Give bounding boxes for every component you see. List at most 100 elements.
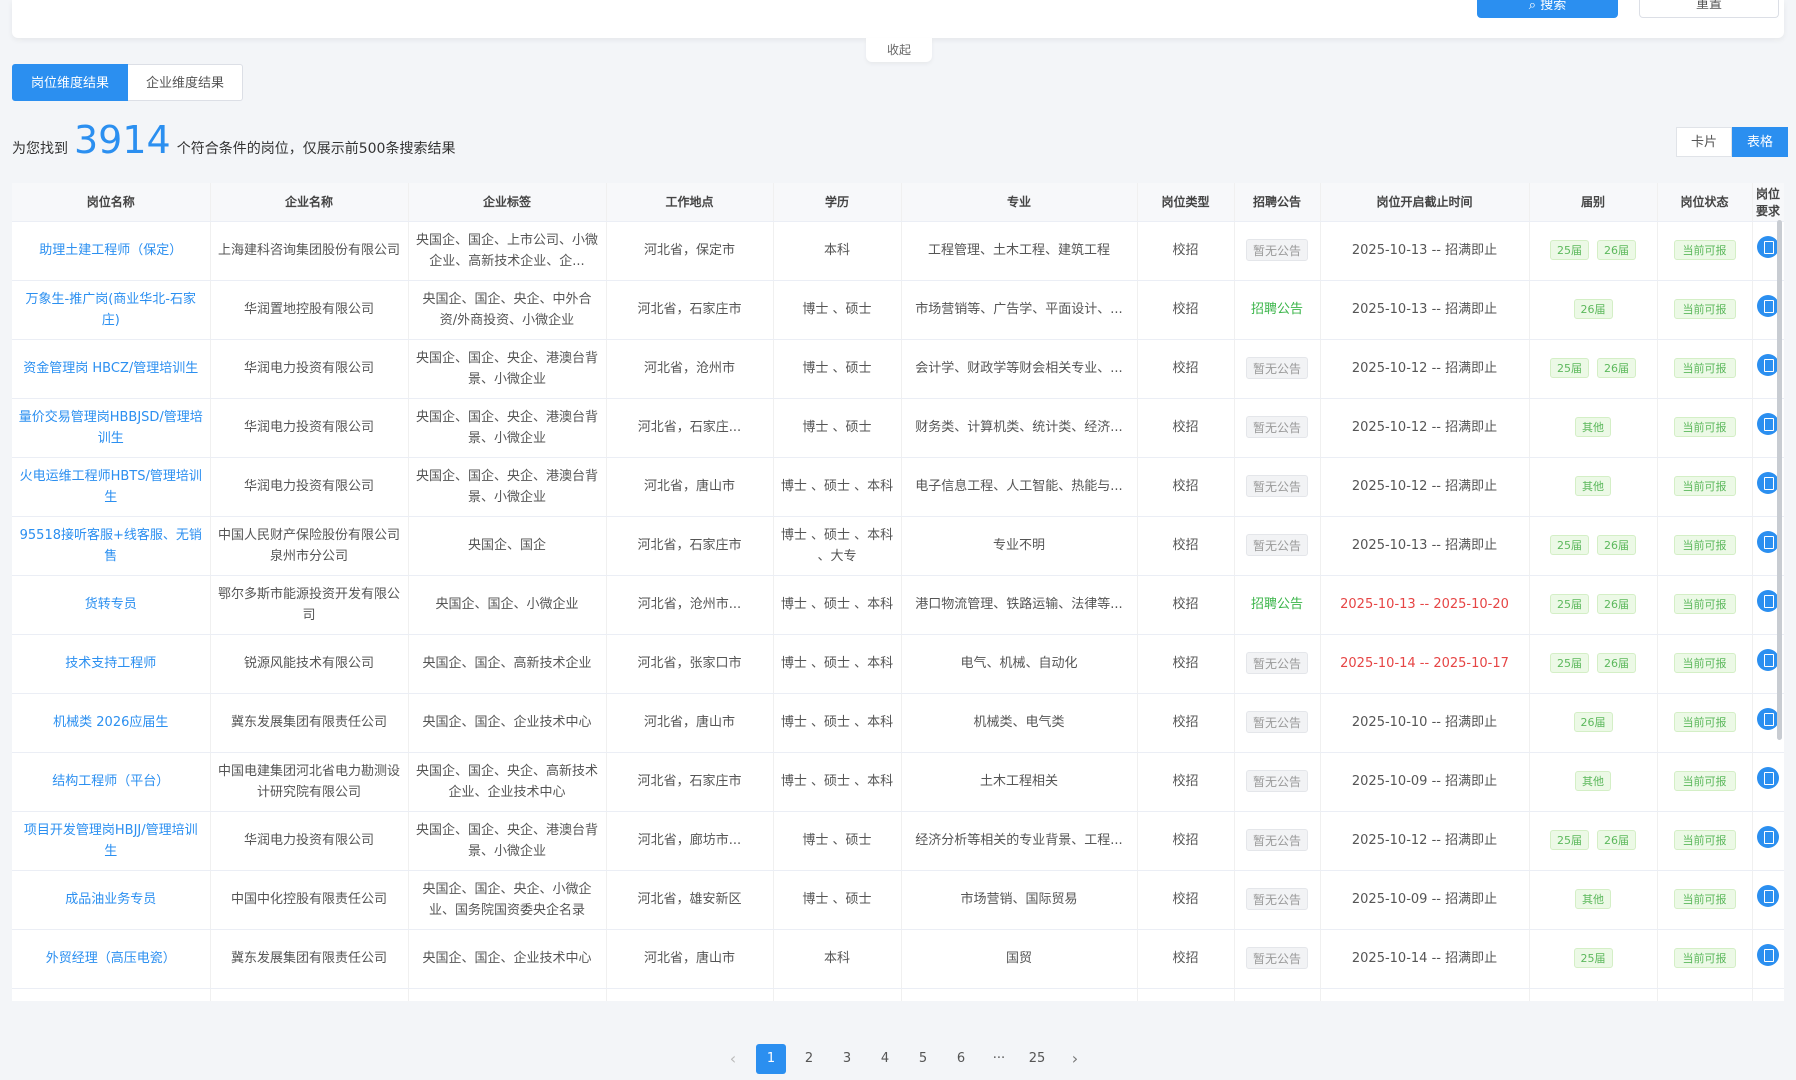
requirements-cell [1752,752,1784,812]
position-name-link-cell: 助理土建工程师（保定） [12,221,211,281]
table-row[interactable]: 量价交易管理岗HBBJSD/管理培训生 华润电力投资有限公司 央国企、国企、央企、港… [12,398,1784,458]
table-row[interactable]: 机械类 2026应届生 冀东发展集团有限责任公司 央国企、国企、企业技术中心 河北省，… [12,693,1784,753]
next-page-button[interactable]: › [1071,1049,1079,1068]
company-name-cell: 北京金隅集团股份有限公司 [210,988,409,1001]
collapse-button[interactable]: 收起 [866,38,932,62]
position-name-link[interactable]: 助理土建工程师（保定） [39,243,183,258]
company-tags: 央国企、国企 [467,538,546,553]
company-tags-cell: 央国企、国企、企业技术中心 [408,929,607,989]
tab-position-results[interactable]: 岗位维度结果 [12,64,129,101]
table-row[interactable]: 万象生-推广岗(商业华北-石家庄) 华润置地控股有限公司 央国企、国企、央企、中外合… [12,280,1784,340]
major: 财务类、计算机类、统计类、经济... [915,420,1123,435]
table-row[interactable]: 货转专员 鄂尔多斯市能源投资开发有限公司 央国企、国企、小微企业 河北省，沧州市...… [12,575,1784,635]
document-icon[interactable] [1757,590,1779,612]
table-row[interactable]: 助理土建工程师（保定） 上海建科咨询集团股份有限公司 央国企、国企、上市公司、小微企… [12,221,1784,281]
company-tags-cell: 央国企、国企、央企、港澳台背景、小微企业 [408,339,607,399]
deadline: 2025-10-13 -- 招满即止 [1351,302,1498,317]
status-badge: 当前可报 [1673,948,1736,968]
company-tags: 央国企、国企、企业技术中心 [422,715,592,730]
position-name-link[interactable]: 技术支持工程师 [65,656,157,671]
table-row[interactable]: 外贸经理（高压电瓷） 冀东发展集团有限责任公司 央国企、国企、企业技术中心 河北省，唐… [12,929,1784,989]
table-row[interactable]: 火电运维工程师HBTS/管理培训生 华润电力投资有限公司 央国企、国企、央企、港澳台… [12,457,1784,517]
education-cell: 博士 、硕士 、本科 [773,575,902,635]
major-cell: 港口物流管理、铁路运输、法律等... [901,575,1138,635]
table-row[interactable]: 95518接听客服+线客服、无销售 中国人民财产保险股份有限公司泉州市分公司 央国企… [12,516,1784,576]
job-type-cell: 校招 [1137,870,1235,930]
cohort-tag: 25届 [1550,358,1589,378]
table-row[interactable]: 电气维修岗北京金隅集团股份有限公司央国企、国企、上市公司、港河北省，保定市...… [12,988,1784,1001]
page-button[interactable]: 25 [1028,1051,1046,1066]
work-location-cell: 河北省，唐山市 [606,457,774,517]
company-name: 冀东发展集团有限责任公司 [230,715,387,730]
company-tags: 央国企、国企、央企、高新技术企业、企业技术中心 [415,763,598,800]
announcement-link[interactable]: 招聘公告 [1250,596,1303,612]
work-location-cell: 河北省，石家庄市 [606,516,774,576]
announcement-link[interactable]: 招聘公告 [1250,301,1303,317]
major: 市场营销等、广告学、平面设计、... [915,302,1123,317]
deadline: 2025-10-13 -- 招满即止 [1351,243,1498,258]
cohort-cell: 26届 [1529,693,1658,753]
education-cell: 博士 、硕士 [773,398,902,458]
reset-button[interactable]: 重置 [1639,0,1779,18]
tab-company-results[interactable]: 企业维度结果 [128,64,244,101]
page-button[interactable]: 2 [804,1051,814,1066]
document-icon[interactable] [1757,885,1779,907]
cohort-tag: 25届 [1550,240,1589,260]
table-row[interactable]: 成品油业务专员 中国中化控股有限责任公司 央国企、国企、央企、小微企业、国务院国资委… [12,870,1784,930]
position-name-link[interactable]: 成品油业务专员 [65,892,157,907]
result-count: 3914 [74,118,171,162]
document-icon[interactable] [1757,767,1779,789]
page-button[interactable]: 6 [956,1051,966,1066]
page-button[interactable]: 4 [880,1051,890,1066]
cohort-tag: 25届 [1573,948,1613,968]
announcement-badge: 暂无公告 [1245,947,1308,969]
table-row[interactable]: 技术支持工程师 锐源风能技术有限公司 央国企、国企、高新技术企业 河北省，张家口市 博士… [12,634,1784,694]
position-name-link[interactable]: 外贸经理（高压电瓷） [45,951,176,966]
position-name-link[interactable]: 资金管理岗 HBCZ/管理培训生 [23,361,199,376]
work-location: 河北省，唐山市 [643,479,735,494]
job-type: 校招 [1172,302,1199,317]
table-row[interactable]: 项目开发管理岗HBJJ/管理培训生 华润电力投资有限公司 央国企、国企、央企、港澳台… [12,811,1784,871]
document-icon[interactable] [1757,649,1779,671]
document-icon[interactable] [1757,236,1779,258]
table-scrollbar[interactable] [1777,220,1782,740]
job-type-cell: 校招 [1137,516,1235,576]
document-icon[interactable] [1757,472,1779,494]
table-view-button[interactable]: 表格 [1732,127,1789,157]
position-name-link[interactable]: 95518接听客服+线客服、无销售 [19,527,202,564]
company-tags-cell: 央国企、国企 [408,516,607,576]
position-name-link-cell: 火电运维工程师HBTS/管理培训生 [12,457,211,517]
document-icon[interactable] [1757,413,1779,435]
page-button[interactable]: 1 [756,1044,786,1074]
company-tags: 央国企、国企、小微企业 [435,597,579,612]
major: 土木工程相关 [979,774,1058,789]
position-name-link[interactable]: 项目开发管理岗HBJJ/管理培训生 [23,822,198,859]
table-row[interactable]: 资金管理岗 HBCZ/管理培训生 华润电力投资有限公司 央国企、国企、央企、港澳台背… [12,339,1784,399]
position-name-link[interactable]: 机械类 2026应届生 [53,715,169,730]
prev-page-button[interactable]: ‹ [729,1049,737,1068]
work-location: 河北省，雄安新区 [637,892,742,907]
position-name-link[interactable]: 货转专员 [84,597,137,612]
company-tags: 央国企、国企、央企、中外合资/外商投资、小微企业 [422,291,592,328]
page-ellipsis[interactable]: ··· [992,1051,1006,1066]
document-icon[interactable] [1757,531,1779,553]
document-icon[interactable] [1757,354,1779,376]
document-icon[interactable] [1757,295,1779,317]
page-button[interactable]: 5 [918,1051,928,1066]
position-name-link[interactable]: 火电运维工程师HBTS/管理培训生 [19,468,202,505]
page-button[interactable]: 3 [842,1051,852,1066]
document-icon[interactable] [1757,708,1779,730]
table-row[interactable]: 结构工程师（平台） 中国电建集团河北省电力勘测设计研究院有限公司 央国企、国企、央企… [12,752,1784,812]
deadline-cell: 2025-10-13 -- 招满即止 [1320,221,1530,281]
card-view-button[interactable]: 卡片 [1676,127,1733,157]
job-type-cell: 校招 [1137,811,1235,871]
major: 经济分析等相关的专业背景、工程... [915,833,1123,848]
position-name-link[interactable]: 量价交易管理岗HBBJSD/管理培训生 [18,409,203,446]
company-name: 华润置地控股有限公司 [243,302,374,317]
cohort-cell: 25届 26届 [1529,634,1658,694]
position-name-link[interactable]: 万象生-推广岗(商业华北-石家庄) [25,291,196,328]
search-button[interactable]: ⌕ 搜索 [1477,0,1618,18]
position-name-link[interactable]: 结构工程师（平台） [52,774,170,789]
document-icon[interactable] [1757,944,1779,966]
document-icon[interactable] [1757,826,1779,848]
